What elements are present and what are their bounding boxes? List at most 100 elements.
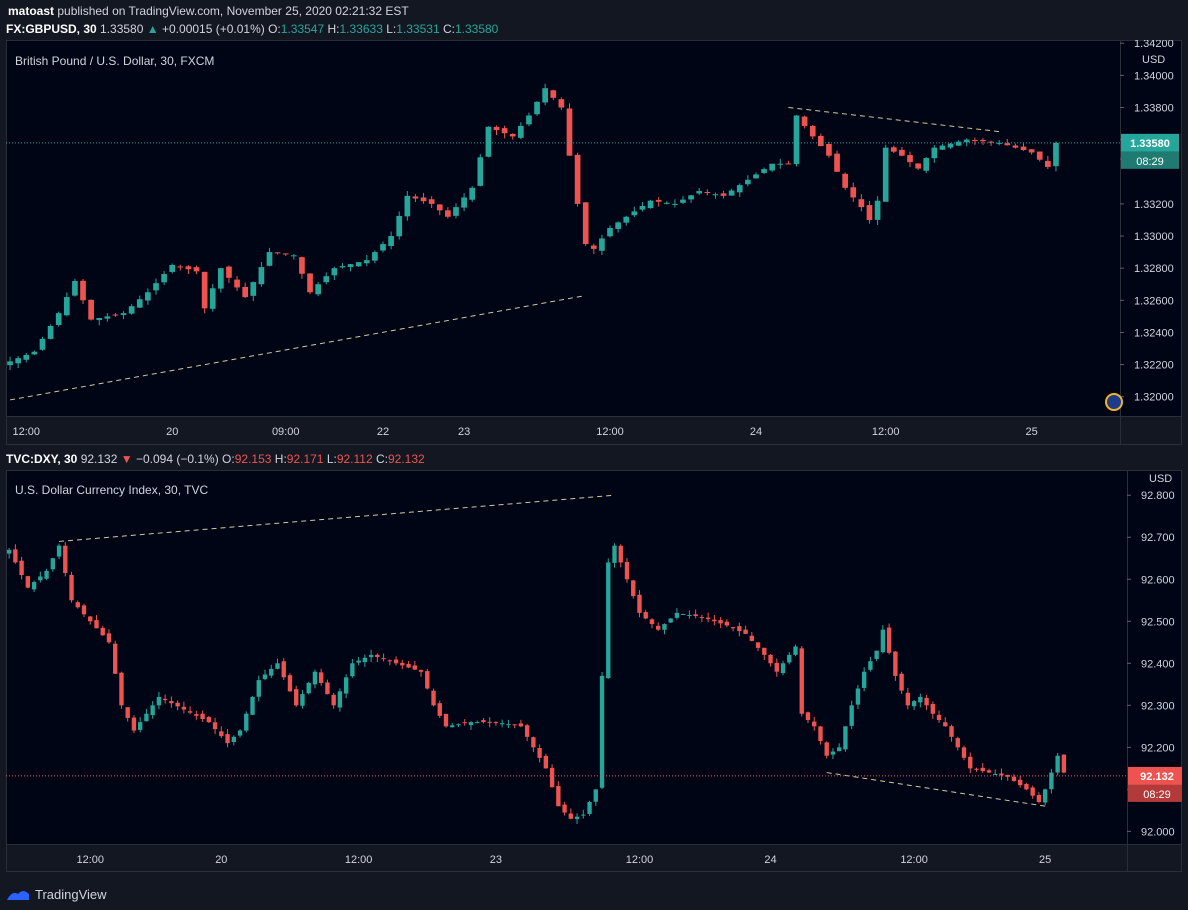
candle-body	[566, 108, 573, 156]
candle-body	[618, 545, 623, 563]
candle-body	[219, 731, 224, 737]
candle-body	[244, 713, 249, 731]
candle-body	[475, 722, 480, 724]
candle-body	[842, 173, 848, 188]
candle-body	[388, 236, 394, 247]
candle-body	[493, 126, 500, 130]
candle-body	[509, 133, 516, 137]
x-tick-label: 23	[458, 426, 470, 438]
candle-body	[826, 144, 832, 156]
bottom-symbol: TVC:DXY, 30	[6, 452, 78, 466]
candle-body	[980, 767, 985, 772]
candle-body	[587, 801, 592, 814]
candle-body	[113, 643, 118, 674]
candle-body	[556, 786, 561, 807]
candle-body	[730, 627, 736, 629]
price-axis-background	[1120, 40, 1182, 416]
price-tag-label: 1.33580	[1130, 138, 1170, 150]
currency-label: USD	[1142, 54, 1165, 66]
candle-body	[100, 627, 105, 636]
candle-body	[169, 701, 174, 704]
candle-body	[582, 202, 589, 245]
x-tick-label: 12:00	[626, 854, 654, 866]
gbpusd-chart[interactable]: 1.32000 1.32200 1.32400 1.32600 1.32800 1.330…	[6, 40, 1182, 445]
candle-body	[882, 147, 889, 202]
tradingview-footer[interactable]: TradingView	[6, 887, 107, 902]
top-ohlc-legend: FX:GBPUSD, 30 1.33580 ▲ +0.00015 (+0.01%…	[6, 22, 499, 36]
candle-body	[861, 671, 867, 688]
candle-body	[749, 635, 755, 641]
candle-body	[274, 252, 281, 254]
candle-body	[830, 751, 836, 755]
top-open: 1.33547	[280, 22, 325, 36]
candle-body	[187, 711, 193, 713]
gbpusd-title: British Pound / U.S. Dollar, 30, FXCM	[15, 54, 215, 68]
candle-body	[1055, 755, 1060, 773]
candle-body	[615, 222, 621, 229]
candle-body	[339, 266, 346, 268]
candle-body	[639, 206, 646, 210]
trend-line	[9, 294, 586, 401]
countdown-label: 08:29	[1143, 789, 1171, 801]
candle-body	[406, 663, 411, 668]
candle-body	[431, 690, 436, 706]
candle-body	[63, 297, 70, 316]
candle-body	[355, 262, 362, 267]
candle-body	[1030, 787, 1035, 796]
candle-body	[623, 216, 630, 223]
candle-body	[866, 205, 873, 220]
publish-date: published on TradingView.com, November 2…	[57, 4, 409, 18]
candle-body	[50, 558, 55, 570]
candle-body	[624, 561, 630, 580]
candle-body	[655, 199, 662, 202]
dxy-chart[interactable]: 92.00092.10092.20092.30092.40092.50092.6…	[6, 470, 1182, 872]
y-tick-label: 1.32000	[1134, 392, 1174, 404]
candle-body	[724, 621, 730, 626]
up-arrow-icon: ▲	[146, 22, 159, 36]
dxy-pane[interactable]: 92.00092.10092.20092.30092.40092.50092.6…	[6, 470, 1182, 872]
candle-body	[890, 147, 897, 152]
candle-body	[125, 707, 130, 718]
candle-body	[963, 139, 970, 143]
candle-body	[282, 253, 289, 255]
candle-body	[404, 195, 411, 217]
candle-body	[481, 720, 486, 723]
candle-body	[362, 657, 368, 663]
candle-body	[299, 257, 305, 274]
candle-body	[501, 128, 508, 134]
candle-body	[325, 682, 330, 695]
candle-body	[930, 703, 935, 714]
x-tick-label: 22	[377, 426, 389, 438]
candle-body	[923, 158, 930, 171]
candle-body	[568, 813, 574, 819]
candle-body	[581, 814, 586, 816]
y-tick-label: 92.400	[1141, 658, 1175, 670]
candle-body	[801, 116, 808, 126]
candle-body	[31, 582, 37, 590]
candle-body	[768, 654, 773, 664]
y-tick-label: 1.32600	[1134, 295, 1174, 307]
candle-body	[777, 163, 784, 165]
candle-body	[668, 618, 673, 623]
candle-body	[799, 648, 804, 714]
candle-body	[549, 767, 555, 788]
candle-body	[88, 299, 94, 320]
candle-body	[153, 283, 159, 291]
candle-body	[13, 549, 18, 563]
candle-body	[693, 614, 698, 617]
candle-body	[445, 210, 451, 217]
candle-body	[420, 197, 427, 202]
candle-body	[968, 756, 973, 769]
candle-body	[177, 266, 184, 268]
gbpusd-pane[interactable]: 1.32000 1.32200 1.32400 1.32600 1.32800 1.330…	[6, 40, 1182, 445]
candle-body	[226, 266, 232, 278]
candle-body	[209, 288, 216, 309]
candle-body	[237, 730, 243, 736]
candle-body	[663, 202, 670, 204]
candle-body	[518, 125, 524, 138]
price-tag-background	[1128, 766, 1182, 785]
candle-body	[955, 141, 962, 146]
candle-body	[974, 768, 979, 770]
candle-body	[955, 738, 960, 748]
candle-body	[169, 264, 176, 272]
